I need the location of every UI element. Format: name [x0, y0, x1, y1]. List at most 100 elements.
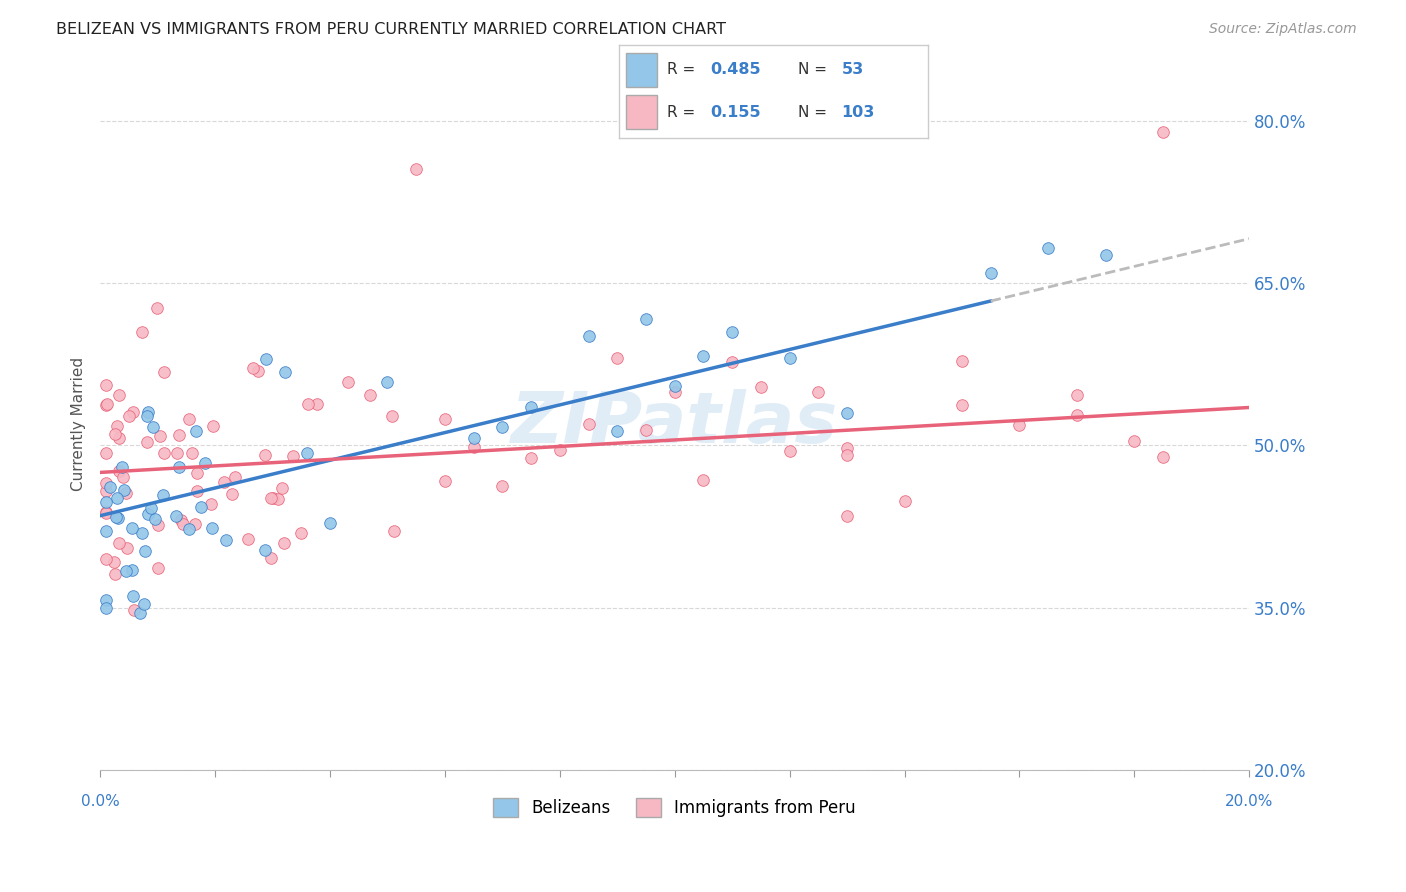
Point [149, 429, 172, 443]
Point [835, 508, 858, 523]
Point [135, 435, 157, 450]
Point [1066, 387, 1088, 401]
Point [212, 475, 235, 489]
Point [721, 354, 744, 368]
Point [236, 532, 259, 546]
Point [377, 375, 399, 389]
Point [1152, 124, 1174, 138]
Point [108, 387, 131, 401]
Point [124, 603, 146, 617]
Point [359, 388, 381, 402]
Point [94, 505, 117, 519]
Point [273, 536, 295, 550]
Point [136, 507, 159, 521]
Point [108, 464, 131, 478]
Point [548, 442, 571, 457]
Point [94, 506, 117, 520]
Point [94, 552, 117, 566]
Point [319, 516, 342, 530]
Point [290, 526, 312, 541]
Point [1038, 242, 1060, 256]
Point [132, 597, 155, 611]
Point [463, 440, 485, 454]
Point [664, 379, 686, 393]
Point [382, 524, 405, 538]
Point [104, 510, 127, 524]
Point [271, 481, 294, 495]
Point [578, 328, 600, 343]
Point [835, 406, 858, 420]
FancyBboxPatch shape [626, 95, 657, 129]
Point [491, 479, 513, 493]
Point [253, 448, 276, 462]
Text: N =: N = [799, 104, 832, 120]
Point [94, 446, 117, 460]
Point [94, 484, 117, 499]
Y-axis label: Currently Married: Currently Married [72, 357, 86, 491]
Point [835, 449, 858, 463]
Point [184, 517, 207, 532]
Point [94, 476, 117, 491]
Point [167, 427, 190, 442]
Point [142, 420, 165, 434]
Point [491, 420, 513, 434]
Point [749, 380, 772, 394]
Point [104, 426, 127, 441]
Point [260, 491, 283, 505]
Point [260, 551, 283, 566]
Text: R =: R = [666, 104, 700, 120]
Point [692, 473, 714, 487]
Point [111, 459, 134, 474]
Point [283, 449, 305, 463]
Point [835, 441, 858, 455]
Point [181, 446, 204, 460]
Point [96, 397, 118, 411]
Point [779, 444, 801, 458]
Text: BELIZEAN VS IMMIGRANTS FROM PERU CURRENTLY MARRIED CORRELATION CHART: BELIZEAN VS IMMIGRANTS FROM PERU CURRENT… [56, 22, 727, 37]
Point [779, 351, 801, 365]
Point [634, 423, 657, 437]
Text: 0.485: 0.485 [710, 62, 761, 78]
Point [146, 561, 169, 575]
Point [200, 497, 222, 511]
Point [950, 397, 973, 411]
Text: R =: R = [666, 62, 700, 78]
Point [105, 419, 128, 434]
Point [104, 567, 127, 582]
Point [98, 480, 121, 494]
Point [807, 385, 830, 400]
Point [224, 469, 246, 483]
Point [433, 474, 456, 488]
Point [1152, 450, 1174, 465]
Point [1008, 417, 1031, 432]
Point [1094, 248, 1116, 262]
Point [246, 364, 269, 378]
Point [606, 424, 628, 438]
Point [115, 486, 138, 500]
Text: N =: N = [799, 62, 832, 78]
Point [242, 361, 264, 376]
Text: 103: 103 [841, 104, 875, 120]
Point [273, 365, 295, 379]
Point [254, 543, 277, 558]
Text: 53: 53 [841, 62, 863, 78]
Point [893, 494, 915, 508]
Point [190, 500, 212, 514]
Point [94, 398, 117, 412]
Point [121, 521, 143, 535]
Point [177, 411, 200, 425]
Legend: Belizeans, Immigrants from Peru: Belizeans, Immigrants from Peru [486, 791, 863, 824]
Point [721, 325, 744, 339]
Point [122, 590, 145, 604]
Point [115, 541, 138, 555]
Point [214, 533, 236, 547]
Point [107, 511, 129, 525]
Text: Source: ZipAtlas.com: Source: ZipAtlas.com [1209, 22, 1357, 37]
Point [267, 491, 290, 506]
Point [112, 483, 135, 497]
Point [94, 495, 117, 509]
Point [1066, 409, 1088, 423]
Point [135, 409, 157, 424]
Point [131, 326, 153, 340]
Point [118, 409, 141, 423]
